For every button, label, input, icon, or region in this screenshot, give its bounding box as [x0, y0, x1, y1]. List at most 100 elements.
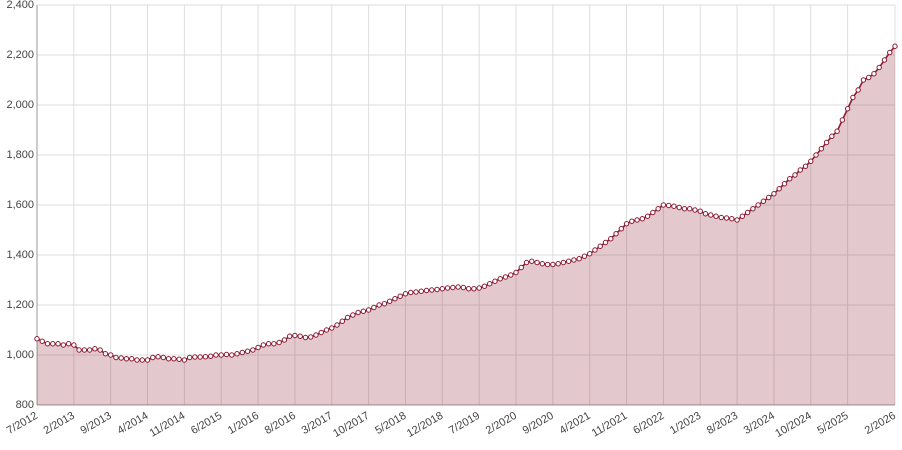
- point: [608, 236, 614, 242]
- point: [218, 352, 224, 358]
- point: [565, 258, 572, 264]
- point: [676, 204, 682, 211]
- point: [818, 146, 825, 152]
- x-tick-label: 5/2025: [815, 410, 850, 437]
- x-tick-label: 8/2023: [705, 410, 740, 437]
- x-tick-label: 8/2016: [263, 410, 298, 437]
- x-tick-label: 4/2014: [115, 410, 150, 437]
- point: [386, 298, 393, 304]
- point: [276, 339, 282, 346]
- point: [260, 342, 267, 348]
- point: [81, 347, 88, 353]
- x-tick-label: 9/2013: [78, 410, 113, 437]
- point: [602, 239, 609, 246]
- point: [434, 286, 440, 293]
- point: [576, 256, 582, 262]
- point: [802, 163, 809, 169]
- x-tick-label: 9/2020: [521, 410, 556, 437]
- y-tick-label: 1,400: [6, 249, 34, 261]
- point: [718, 214, 724, 221]
- point: [171, 356, 177, 362]
- y-tick-label: 1,000: [6, 349, 34, 361]
- point: [508, 272, 514, 278]
- point: [423, 287, 430, 294]
- point: [855, 87, 861, 93]
- point: [308, 334, 314, 340]
- point: [71, 342, 77, 348]
- point: [413, 289, 419, 295]
- point: [339, 318, 346, 324]
- point: [376, 302, 382, 308]
- point: [776, 186, 782, 192]
- point: [502, 274, 509, 280]
- point: [302, 334, 309, 341]
- point: [560, 259, 567, 266]
- point: [623, 221, 630, 227]
- point: [392, 296, 398, 302]
- point: [792, 172, 798, 178]
- point: [255, 344, 261, 351]
- x-tick-label: 7/2019: [447, 410, 482, 437]
- point: [650, 209, 656, 216]
- x-tick-label: 2/2026: [863, 410, 898, 437]
- point: [229, 352, 235, 358]
- point: [313, 332, 319, 338]
- point: [671, 203, 677, 209]
- x-tick-label: 3/2017: [300, 410, 335, 437]
- x-tick-label: 6/2015: [189, 410, 224, 437]
- x-tick-label: 11/2021: [590, 410, 630, 440]
- point: [813, 152, 819, 158]
- point: [155, 354, 161, 360]
- point: [281, 337, 288, 343]
- x-tick-label: 10/2024: [773, 410, 813, 440]
- point: [418, 288, 424, 294]
- point: [297, 333, 303, 339]
- point: [239, 349, 245, 356]
- point: [192, 354, 198, 360]
- point: [65, 341, 72, 347]
- point: [544, 261, 551, 268]
- point: [118, 355, 124, 361]
- point: [371, 304, 377, 311]
- x-tick-label: 1/2023: [668, 410, 703, 437]
- y-tick-label: 1,200: [6, 299, 34, 311]
- point: [839, 117, 846, 123]
- point: [481, 283, 488, 289]
- point: [629, 218, 635, 224]
- point: [444, 285, 451, 291]
- point: [86, 347, 93, 353]
- point: [613, 231, 619, 237]
- point: [797, 167, 803, 173]
- y-tick-label: 2,200: [6, 49, 34, 61]
- point: [755, 202, 761, 208]
- point: [571, 257, 577, 263]
- point: [739, 213, 746, 219]
- point: [97, 347, 103, 353]
- point: [355, 309, 361, 316]
- point: [529, 258, 535, 264]
- point: [381, 301, 388, 307]
- point: [639, 216, 646, 222]
- point: [518, 264, 524, 271]
- point: [213, 352, 219, 358]
- point: [513, 269, 519, 276]
- y-tick-label: 2,400: [6, 0, 34, 11]
- point: [708, 212, 714, 218]
- point: [497, 276, 503, 282]
- point: [129, 356, 135, 362]
- point: [713, 213, 719, 219]
- point: [744, 209, 751, 216]
- point: [123, 356, 130, 362]
- x-tick-label: 7/2012: [5, 410, 40, 437]
- point: [871, 71, 877, 77]
- point: [176, 356, 182, 362]
- point: [323, 327, 330, 333]
- x-tick-label: 12/2018: [405, 410, 445, 440]
- point: [534, 259, 540, 266]
- y-tick-label: 2,000: [6, 99, 34, 111]
- point: [286, 333, 293, 339]
- point: [634, 217, 640, 223]
- point: [460, 284, 467, 291]
